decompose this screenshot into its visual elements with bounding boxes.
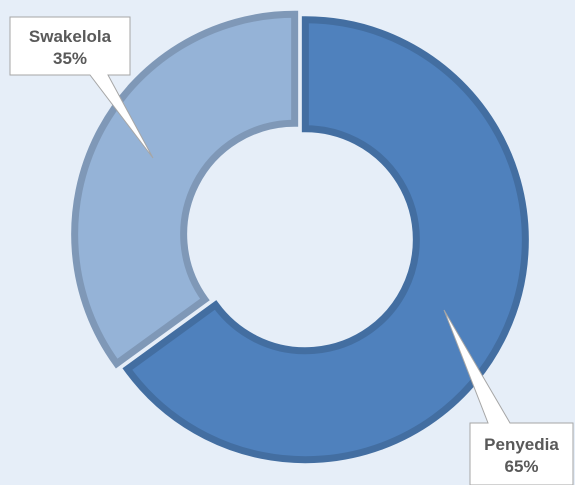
callout-box bbox=[443, 309, 574, 485]
callout-box bbox=[9, 16, 154, 159]
callout-penyedia: Penyedia 65% bbox=[443, 309, 574, 485]
slice-label-name: Swakelola bbox=[29, 27, 112, 46]
slice-swakelola bbox=[71, 10, 299, 369]
donut-slices bbox=[71, 10, 529, 464]
slice-penyedia bbox=[122, 16, 529, 464]
slice-label-percent: 35% bbox=[53, 49, 87, 68]
slice-label-name: Penyedia bbox=[484, 435, 559, 454]
slice-label-percent: 65% bbox=[504, 457, 538, 476]
data-label-callouts: Penyedia 65% Swakelola 35% bbox=[9, 16, 574, 485]
callout-swakelola: Swakelola 35% bbox=[9, 16, 154, 159]
